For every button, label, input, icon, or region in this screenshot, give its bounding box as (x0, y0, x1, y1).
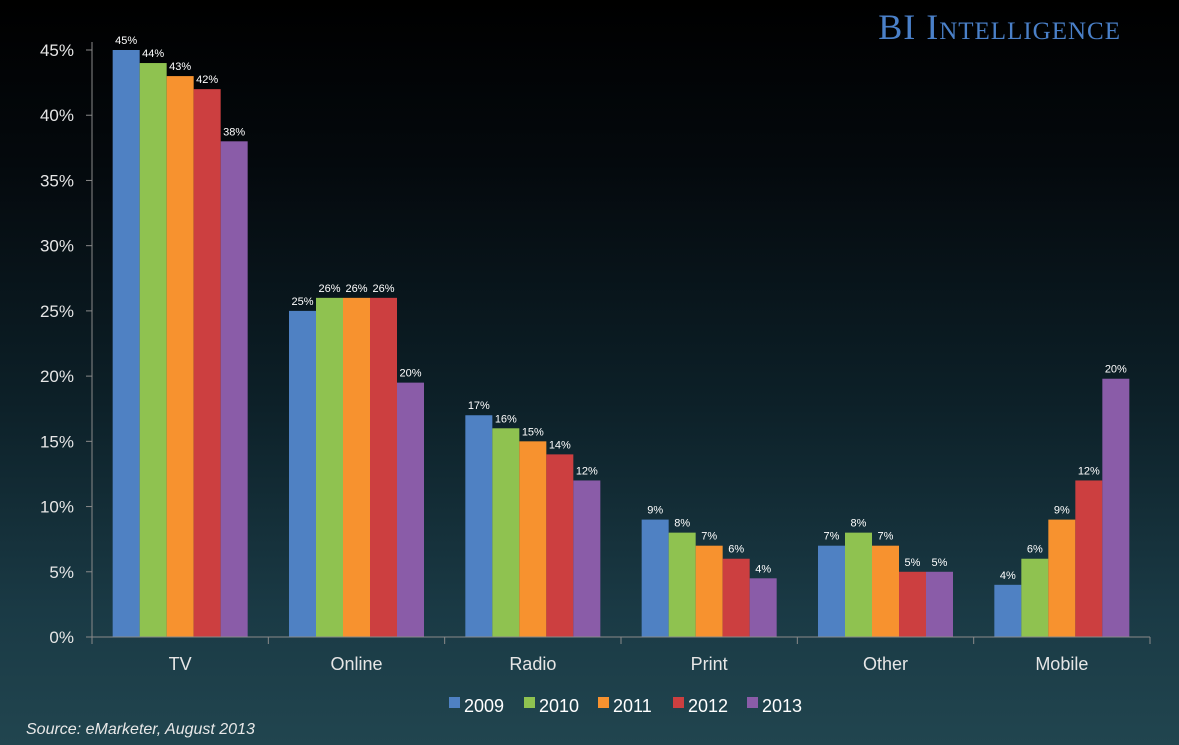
data-label: 16% (495, 413, 517, 425)
y-tick-label: 15% (40, 432, 74, 451)
data-label: 9% (647, 505, 663, 517)
bar (492, 428, 520, 637)
legend-label: 2012 (688, 696, 728, 716)
bar (112, 50, 140, 637)
bar (573, 480, 601, 637)
data-label: 20% (1105, 364, 1127, 376)
x-tick-label: Print (691, 654, 728, 674)
data-label: 20% (399, 368, 421, 380)
bar (1075, 480, 1103, 637)
bar (818, 545, 845, 637)
y-tick-label: 5% (49, 563, 74, 582)
bar (695, 545, 723, 637)
bar (994, 584, 1022, 637)
bar (1102, 378, 1130, 637)
source-note: Source: eMarketer, August 2013 (26, 721, 255, 738)
data-label: 8% (674, 518, 690, 530)
bar (289, 310, 316, 637)
data-label: 15% (522, 426, 544, 438)
legend-label: 2009 (464, 696, 504, 716)
brand-logo: BI Intelligence (878, 7, 1121, 47)
y-tick-label: 10% (40, 498, 74, 517)
legend-swatch (449, 697, 460, 708)
bar (139, 63, 167, 638)
data-label: 42% (196, 74, 218, 86)
data-label: 26% (318, 283, 340, 295)
y-tick-label: 45% (40, 41, 74, 60)
data-label: 4% (1000, 570, 1016, 582)
x-tick-label: Radio (509, 654, 556, 674)
data-label: 44% (142, 48, 164, 60)
bar (465, 415, 493, 637)
bar (641, 519, 669, 637)
data-label: 26% (345, 283, 367, 295)
data-label: 26% (372, 283, 394, 295)
bar (1048, 519, 1076, 637)
x-tick-label: Online (330, 654, 382, 674)
legend-swatch (524, 697, 535, 708)
data-label: 6% (728, 544, 744, 556)
legend-swatch (598, 697, 609, 708)
legend-label: 2011 (613, 696, 652, 716)
bar (193, 89, 221, 638)
data-label: 5% (932, 557, 948, 569)
bar (845, 532, 872, 637)
bar (872, 545, 899, 637)
bar (519, 441, 547, 637)
legend-label: 2010 (539, 696, 579, 716)
data-label: 6% (1027, 544, 1043, 556)
data-label: 12% (576, 465, 598, 477)
legend-swatch (673, 697, 684, 708)
legend-label: 2013 (762, 696, 802, 716)
data-label: 8% (851, 518, 867, 530)
bar (343, 297, 370, 637)
x-tick-label: Mobile (1035, 654, 1088, 674)
bar (316, 297, 343, 637)
y-tick-label: 35% (40, 171, 74, 190)
bar (668, 532, 696, 637)
bar (397, 382, 424, 637)
y-tick-label: 30% (40, 237, 74, 256)
bar (722, 558, 750, 637)
data-label: 7% (878, 531, 894, 543)
bar (1021, 558, 1049, 637)
bar (749, 578, 777, 637)
bar (926, 571, 953, 637)
y-tick-label: 25% (40, 302, 74, 321)
data-label: 7% (824, 531, 840, 543)
legend-swatch (747, 697, 758, 708)
bar (370, 297, 397, 637)
data-label: 25% (291, 296, 313, 308)
data-label: 7% (701, 531, 717, 543)
x-tick-label: TV (169, 654, 192, 674)
data-label: 5% (905, 557, 921, 569)
data-label: 38% (223, 126, 245, 138)
data-label: 4% (755, 563, 771, 575)
y-tick-label: 20% (40, 367, 74, 386)
data-label: 45% (115, 35, 137, 47)
x-tick-label: Other (863, 654, 908, 674)
data-label: 17% (468, 400, 490, 412)
data-label: 12% (1078, 465, 1100, 477)
bar (546, 454, 574, 637)
bar (220, 141, 248, 638)
y-tick-label: 40% (40, 106, 74, 125)
y-tick-label: 0% (49, 628, 74, 647)
data-label: 9% (1054, 505, 1070, 517)
bar (166, 76, 194, 638)
data-label: 14% (549, 439, 571, 451)
bar (899, 571, 926, 637)
data-label: 43% (169, 61, 191, 73)
